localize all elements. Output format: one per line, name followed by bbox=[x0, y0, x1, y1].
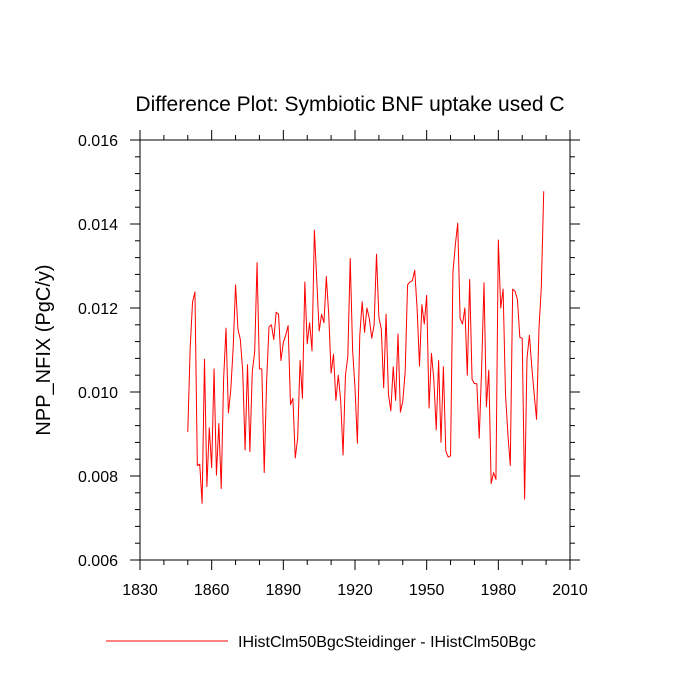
x-tick-label: 1860 bbox=[194, 582, 230, 599]
series-layer bbox=[187, 191, 545, 504]
y-axis-label: NPP_NFIX (PgC/y) bbox=[33, 264, 55, 435]
series-line bbox=[187, 191, 545, 504]
plot-frame bbox=[139, 139, 571, 561]
x-tick-label: 2010 bbox=[552, 582, 588, 599]
x-tick-label: 1980 bbox=[481, 582, 517, 599]
chart-title: Difference Plot: Symbiotic BNF uptake us… bbox=[135, 93, 564, 116]
axis-ticks: 1830 1860 1890 1920 1950 1980 2010 0.006 0.008 0.… bbox=[78, 130, 588, 599]
y-tick-label: 0.012 bbox=[78, 301, 118, 318]
y-tick-label: 0.006 bbox=[78, 553, 118, 570]
x-tick-label: 1890 bbox=[266, 582, 302, 599]
y-tick-label: 0.016 bbox=[78, 133, 118, 150]
y-tick-label: 0.008 bbox=[78, 469, 118, 486]
x-tick-label: 1830 bbox=[122, 582, 158, 599]
x-tick-label: 1920 bbox=[337, 582, 373, 599]
x-tick-label: 1950 bbox=[409, 582, 445, 599]
y-tick-label: 0.010 bbox=[78, 385, 118, 402]
legend-label: IHistClm50BgcSteidinger - IHistClm50Bgc bbox=[238, 634, 536, 651]
y-tick-label: 0.014 bbox=[78, 217, 118, 234]
